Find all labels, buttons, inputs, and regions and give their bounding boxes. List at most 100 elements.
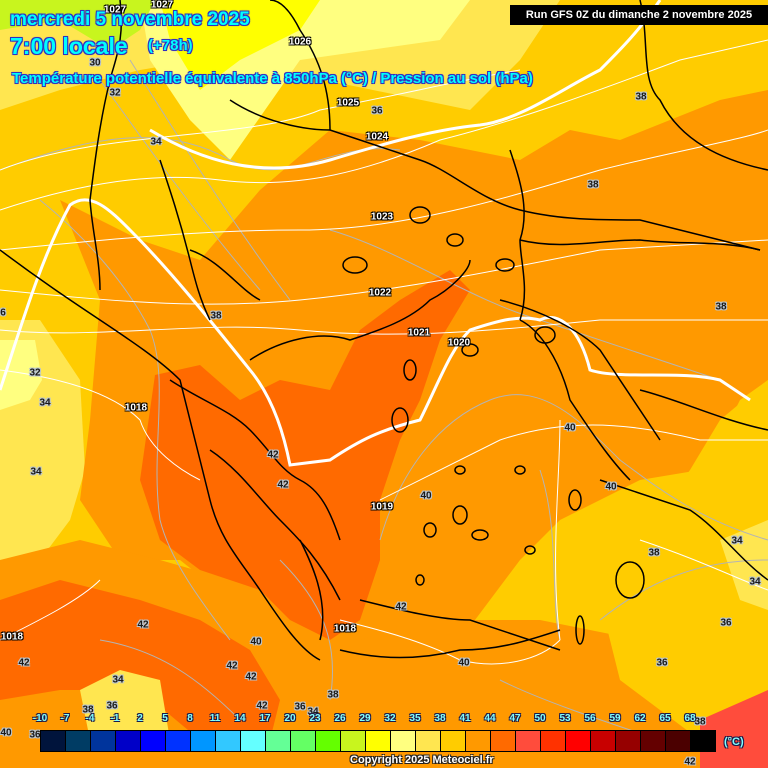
legend-tick: 8 [187,713,193,724]
isobar-label: 1020 [447,337,471,349]
legend-tick: 50 [534,713,546,724]
isotherm-label: 36 [106,700,118,712]
isotherm-label: 32 [109,87,121,99]
legend-swatch [616,731,641,751]
legend-swatch [441,731,466,751]
legend-swatch [566,731,591,751]
isotherm-label: 38 [587,179,599,191]
legend-tick: -1 [110,713,120,724]
isotherm-label: 36 [720,617,732,629]
legend-swatch [591,731,616,751]
isobar-label: 1022 [368,287,392,299]
field-32-35-east [720,520,768,610]
isobar-label: 1027 [103,4,127,16]
key-isobars [0,0,751,467]
isotherm-label: 42 [684,756,696,768]
isotherm-label: 40 [420,490,432,502]
legend-tick: 65 [659,713,671,724]
legend-tick: 26 [334,713,346,724]
field-44-47-se-corner [700,690,768,768]
legend-swatch [666,731,691,751]
isotherm-label: 36 [656,657,668,669]
legend-tick: 53 [559,713,571,724]
isobar-label: 1018 [0,631,24,643]
isotherm-label: 42 [245,671,257,683]
isotherm-label: 40 [0,727,12,739]
isotherm-label: 6 [0,307,6,319]
legend-swatch [516,731,541,751]
legend-tick: 38 [434,713,446,724]
isobar-label: 1025 [336,97,360,109]
legend-tick: 20 [284,713,296,724]
isotherm-label: 40 [605,481,617,493]
run-info-banner: Run GFS 0Z du dimanche 2 novembre 2025 [510,5,768,25]
coastlines-borders [0,0,768,661]
isobar-label: 1018 [124,402,148,414]
isobar-label: 1018 [333,623,357,635]
parameter-title: Température potentielle équivalente à 85… [12,70,533,87]
isobar-label: 1023 [370,211,394,223]
legend-swatch [366,731,391,751]
isotherm-label: 30 [89,57,101,69]
isotherm-label: 40 [458,657,470,669]
lead-time: (+78h) [148,37,193,54]
legend-swatch [91,731,116,751]
isotherm-label: 36 [371,105,383,117]
copyright: Copyright 2025 Meteociel.fr [350,754,494,766]
isotherm-label: 38 [327,689,339,701]
legend-swatch [216,731,241,751]
isotherm-label: 42 [137,619,149,631]
legend-swatch [166,731,191,751]
isotherm-label: 32 [29,367,41,379]
isotherm-label: 42 [267,449,279,461]
legend-swatch [466,731,491,751]
legend-tick: -10 [32,713,48,724]
legend-tick: 29 [359,713,371,724]
forecast-time: 7:00 locale [10,33,128,60]
legend-tick: 5 [162,713,168,724]
isotherm-label: 38 [82,704,94,716]
isotherm-label: 34 [30,466,42,478]
isobar-label: 1026 [288,36,312,48]
forecast-date: mercredi 5 novembre 2025 [10,9,250,30]
legend-swatch [291,731,316,751]
legend-swatch [191,731,216,751]
isotherm-label: 38 [694,716,706,728]
legend-tick: -7 [60,713,70,724]
isotherm-label: 34 [731,535,743,547]
isotherm-label: 34 [39,397,51,409]
isobar-label: 1019 [370,501,394,513]
isotherm-label: 34 [307,706,319,718]
field-23-26-north [0,0,155,50]
legend-tick: 32 [384,713,396,724]
legend-swatch [491,731,516,751]
legend-tick: 44 [484,713,496,724]
field-35-38-east [600,380,768,740]
legend-swatch [416,731,441,751]
legend-tick: 23 [309,713,321,724]
isotherm-label: 38 [210,310,222,322]
isobar-label: 1024 [365,131,389,143]
field-41-44-south [0,580,280,740]
isotherm-label: 42 [256,700,268,712]
isotherm-label: 42 [226,660,238,672]
legend-tick: 41 [459,713,471,724]
isotherm-label: 36 [29,729,41,741]
isotherm-label: 36 [294,701,306,713]
legend-swatch [266,731,291,751]
legend-swatch [241,731,266,751]
legend-swatch [316,731,341,751]
legend-swatch [66,731,91,751]
isotherm-label: 40 [250,636,262,648]
field-41-44 [140,270,470,640]
legend-tick: 35 [409,713,421,724]
legend-tick: 68 [684,713,696,724]
field-35-38-sw-pocket [80,670,170,740]
isotherm-label: 42 [277,479,289,491]
legend-unit: (°C) [724,736,744,748]
legend-swatch [116,731,141,751]
isotherm-label: 38 [715,301,727,313]
isotherm-label: 34 [749,576,761,588]
legend-swatch [141,731,166,751]
isotherm-label: 34 [150,136,162,148]
